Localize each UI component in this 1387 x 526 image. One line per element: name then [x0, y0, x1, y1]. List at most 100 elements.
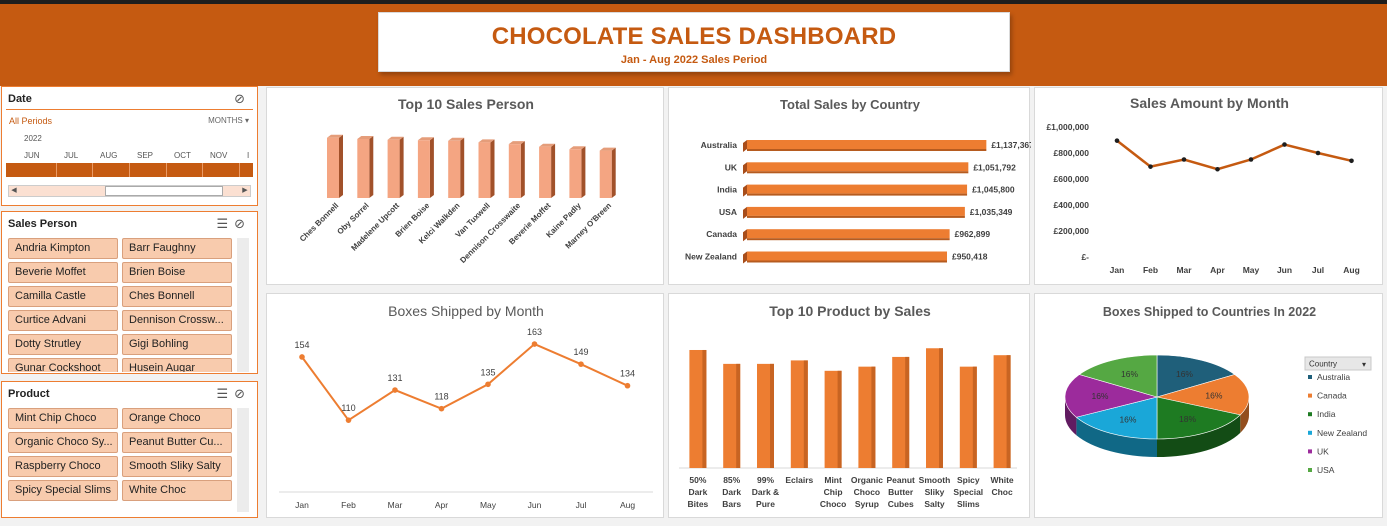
legend-entry: Australia: [1317, 372, 1350, 382]
tick-label: Butter: [888, 487, 914, 497]
product-item[interactable]: Organic Choco Sy...: [8, 432, 118, 453]
bar-shade: [736, 363, 741, 468]
sales-person-item[interactable]: Dennison Crossw...: [122, 310, 232, 331]
bar-shade: [871, 366, 876, 468]
sales-person-item[interactable]: Andria Kimpton: [8, 238, 118, 259]
bar: [539, 146, 552, 198]
pie-slice: [1078, 354, 1158, 398]
product-item[interactable]: Spicy Special Slims: [8, 480, 118, 501]
sales-person-item[interactable]: Camilla Castle: [8, 286, 118, 307]
bar: [448, 140, 461, 198]
time-level-dropdown[interactable]: MONTHS ▾: [208, 116, 249, 125]
bar-top: [357, 136, 374, 139]
data-point: [299, 354, 305, 360]
sales-person-slicer-title: Sales Person: [8, 218, 78, 230]
bar-shade: [837, 370, 842, 468]
bar-side: [611, 147, 616, 198]
sales-person-item[interactable]: Ches Bonnell: [122, 286, 232, 307]
sales-person-item[interactable]: Brien Boise: [122, 262, 232, 283]
product-item[interactable]: Peanut Butter Cu...: [122, 432, 232, 453]
bar: [790, 360, 808, 468]
pie-slice: [1075, 396, 1158, 440]
sales-person-item[interactable]: Gigi Bohling: [122, 334, 232, 355]
data-point: [578, 361, 584, 367]
slicer-scrollbar[interactable]: [237, 238, 249, 372]
product-item[interactable]: Mint Chip Choco: [8, 408, 118, 429]
sales-person-item[interactable]: Husein Augar: [122, 358, 232, 372]
pie-slice: [1156, 374, 1250, 416]
tick-label: 85%: [723, 475, 740, 485]
scroll-right-icon[interactable]: ▶: [242, 187, 248, 194]
top10-product-by-sales-chart: Top 10 Product by Sales 50% Dark Bites 85% Da…: [679, 303, 1017, 509]
sales-person-item[interactable]: Gunar Cockshoot: [8, 358, 118, 372]
timeline-tick: [129, 163, 130, 177]
bar-top: [569, 146, 586, 150]
data-label: 16%: [1119, 414, 1136, 424]
bar: [993, 355, 1011, 468]
bar: [357, 139, 370, 198]
pie-slice: [1156, 396, 1241, 440]
tick-label: Bars: [722, 499, 741, 509]
data-label: 18%: [1179, 414, 1196, 424]
bar-side: [520, 141, 525, 198]
clear-filter-icon[interactable]: ⊘: [234, 91, 251, 106]
tick-label: New Zealand: [685, 252, 737, 262]
tick-label: Apr: [435, 500, 448, 510]
scroll-thumb[interactable]: [105, 186, 223, 196]
tick-label: Dennison Crosswaite: [458, 201, 522, 265]
multi-select-icon[interactable]: ☰: [216, 216, 235, 231]
tick-label: Mint: [824, 475, 842, 485]
tick-label: £600,000: [1054, 174, 1090, 184]
data-point: [1148, 164, 1153, 169]
tick-label: May: [480, 500, 497, 510]
bar: [478, 142, 491, 198]
data-label: 118: [434, 392, 448, 402]
timeline-tick: [166, 163, 167, 177]
tick-label: Australia: [701, 140, 738, 150]
bar-shade: [770, 363, 774, 468]
data-label: 110: [341, 403, 355, 413]
data-label: £962,899: [955, 229, 991, 239]
slicer-scrollbar[interactable]: [237, 408, 249, 512]
tick-label: £400,000: [1054, 200, 1090, 210]
data-point: [485, 381, 491, 388]
tick-label: £200,000: [1054, 226, 1090, 236]
sales-person-item[interactable]: Curtice Advani: [8, 310, 118, 331]
clear-filter-icon[interactable]: ⊘: [234, 216, 251, 231]
tick-label: Jun: [1277, 265, 1292, 275]
tick-label: Dark &: [752, 487, 779, 497]
bar: [508, 144, 521, 198]
tick-label: Mar: [1176, 265, 1192, 275]
tick-label: Pure: [756, 499, 775, 509]
data-point: [392, 387, 398, 393]
chart-title: Boxes Shipped by Month: [388, 303, 544, 319]
data-point: [531, 341, 538, 347]
sales-person-item[interactable]: Beverie Moffet: [8, 262, 118, 283]
tick-label: 99%: [757, 475, 774, 485]
legend-swatch: [1308, 375, 1312, 379]
product-item[interactable]: White Choc: [122, 480, 232, 501]
tick-label: Ches Bonnell: [298, 201, 341, 244]
scroll-left-icon[interactable]: ◀: [11, 187, 17, 194]
product-item[interactable]: Smooth Sliky Salty: [122, 456, 232, 477]
bar-side: [743, 229, 747, 242]
tick-label: Choc: [991, 487, 1013, 497]
sales-person-item[interactable]: Dotty Strutley: [8, 334, 118, 355]
product-item[interactable]: Orange Choco: [122, 408, 232, 429]
product-item[interactable]: Raspberry Choco: [8, 456, 118, 477]
tick-label: Choco: [854, 487, 880, 497]
clear-filter-icon[interactable]: ⊘: [234, 386, 251, 401]
tick-label: £800,000: [1054, 148, 1090, 158]
bar: [569, 149, 582, 198]
sales-person-item[interactable]: Barr Faughny: [122, 238, 232, 259]
multi-select-icon[interactable]: ☰: [216, 386, 235, 401]
bar-shadow: [747, 193, 968, 196]
month-label: I: [247, 151, 250, 160]
bar-top: [539, 143, 556, 147]
series-line: [1116, 139, 1352, 171]
data-point: [624, 382, 631, 389]
bar: [723, 363, 741, 468]
timeline-scrollbar[interactable]: ◀ ▶: [8, 185, 251, 197]
bar: [824, 370, 842, 468]
